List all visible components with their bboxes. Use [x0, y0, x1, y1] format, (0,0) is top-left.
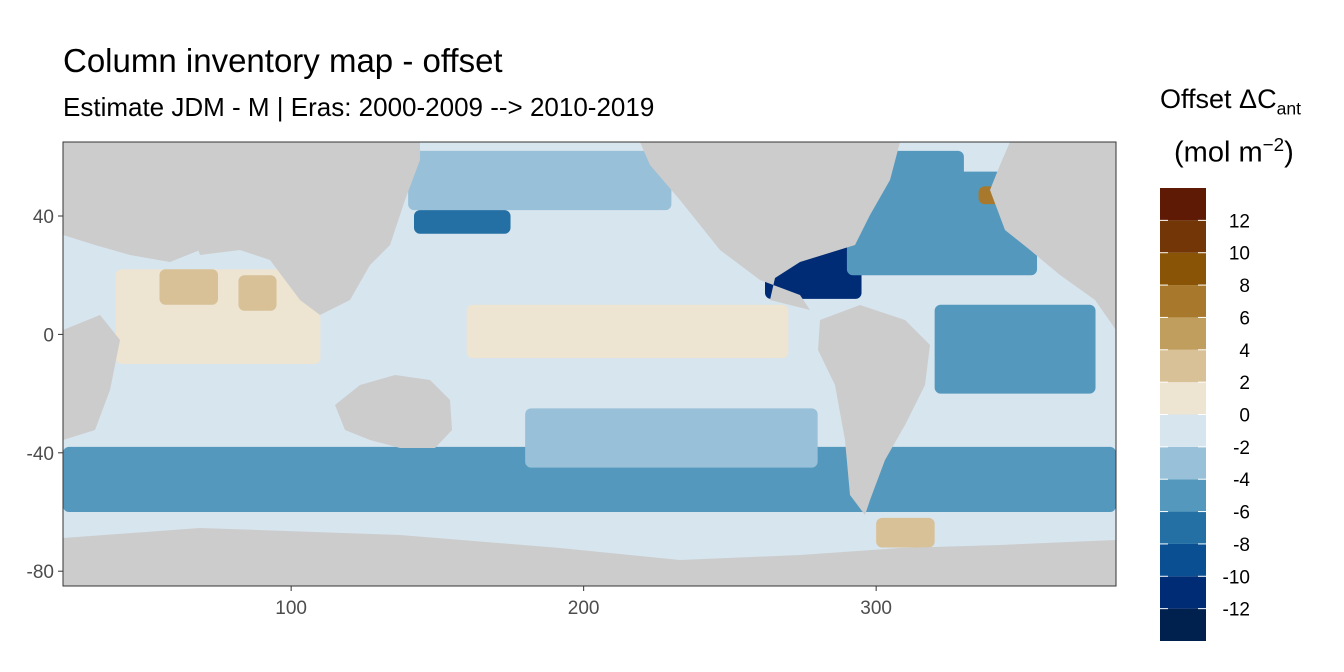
land-antarctica [63, 528, 1116, 586]
x-tick-label: 100 [275, 598, 307, 619]
colorbar-label: 6 [1239, 308, 1250, 329]
land-asia [160, 142, 420, 315]
legend-unit-post: ) [1284, 136, 1294, 169]
colorbar-label: 2 [1239, 373, 1250, 394]
legend-title-subscript: ant [1276, 98, 1301, 119]
legend-title-line1: Offset ΔCant [1160, 84, 1301, 119]
colorbar-label: 10 [1229, 244, 1250, 265]
colorbar: -12 -10 -8 -6 -4 -2 0 2 4 6 8 10 12 [1160, 188, 1250, 641]
colorbar-swatch [1160, 317, 1206, 350]
region-arabian-sea [159, 269, 219, 305]
colorbar-swatch [1160, 285, 1206, 318]
land-north-america [640, 142, 900, 310]
region-tropical-atlantic [934, 304, 1096, 394]
land-europe [990, 142, 1116, 330]
colorbar-label: 12 [1229, 211, 1250, 232]
colorbar-swatch [1160, 608, 1206, 641]
y-tick-label: -80 [27, 562, 54, 583]
colorbar-swatch [1160, 511, 1206, 544]
y-tick-label: 0 [43, 325, 54, 346]
legend-title-line2: (mol m−2) [1174, 134, 1294, 170]
colorbar-swatch [1160, 252, 1206, 286]
colorbar-swatch [1160, 188, 1206, 221]
colorbar-label: 8 [1239, 276, 1250, 297]
region-north-pacific-subpolar [408, 150, 672, 211]
region-labrador-sea [876, 150, 964, 187]
region-south-atlantic-shelf [876, 517, 935, 548]
colorbar-label: -8 [1233, 535, 1250, 556]
colorbar-swatch [1160, 349, 1206, 383]
y-tick-label: -40 [27, 444, 54, 465]
colorbar-swatch [1160, 220, 1206, 253]
land-australia [335, 375, 452, 448]
colorbar-label: -6 [1233, 503, 1250, 524]
colorbar-label: 4 [1239, 341, 1250, 362]
colorbar-label: -2 [1233, 438, 1250, 459]
legend-title-main: Offset ΔC [1160, 84, 1277, 114]
land-east-africa [63, 315, 120, 440]
colorbar-swatch [1160, 446, 1206, 480]
region-south-pacific-gyre [525, 408, 818, 468]
colorbar-label: 0 [1239, 406, 1250, 427]
y-axis: 40 0 -40 -80 [27, 207, 63, 583]
colorbar-swatch [1160, 479, 1206, 512]
land-masses [63, 142, 1116, 586]
chart-subtitle: Estimate JDM - M | Eras: 2000-2009 --> 2… [63, 92, 655, 122]
land-south-america [818, 305, 930, 515]
x-tick-label: 200 [568, 598, 600, 619]
colorbar-label: -4 [1233, 470, 1250, 491]
map-panel-border [62, 141, 1117, 587]
chart-title: Column inventory map - offset [63, 42, 503, 79]
x-tick-label: 300 [860, 598, 892, 619]
region-kuroshio-extension [414, 210, 511, 234]
x-axis: 100 200 300 [275, 586, 892, 619]
colorbar-label: -12 [1223, 600, 1250, 621]
legend-unit-pre: (mol m [1174, 136, 1263, 169]
colorbar-label: -10 [1223, 567, 1250, 588]
y-tick-label: 40 [33, 207, 54, 228]
colorbar-swatch [1160, 576, 1206, 609]
region-equatorial-pacific [466, 304, 789, 359]
colorbar-swatch [1160, 543, 1206, 577]
colorbar-swatch [1160, 414, 1206, 447]
legend-unit-superscript: −2 [1262, 134, 1285, 155]
region-bay-of-bengal [238, 275, 277, 311]
colorbar-swatch [1160, 382, 1206, 415]
